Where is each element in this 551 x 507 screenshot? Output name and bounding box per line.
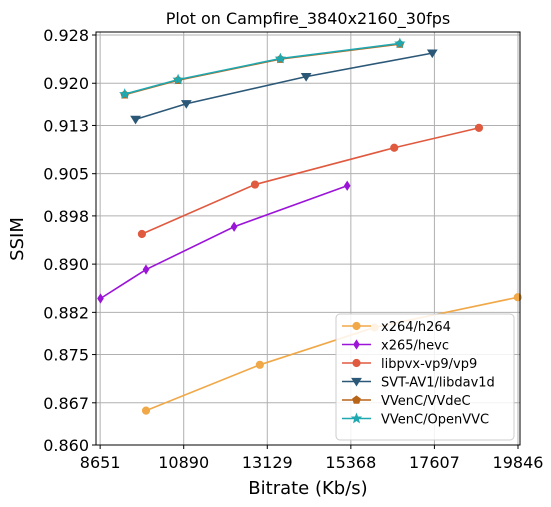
x-tick-label: 10890 [158,453,209,472]
x-tick-label: 15368 [325,453,376,472]
series-3 [130,49,438,125]
x-axis-label: Bitrate (Kb/s) [248,478,367,499]
data-point [230,221,238,232]
data-point [97,293,104,304]
x-tick-label: 17607 [409,453,460,472]
legend-marker [352,358,361,368]
grid-lines [96,32,520,446]
data-point [300,72,312,82]
series-line [124,42,400,95]
legend-label: x265/hevc [381,339,449,354]
y-tick-label: 0.860 [43,436,89,455]
data-point [255,360,264,369]
legend-entry: libpvx-vp9/vp9 [342,357,477,372]
data-point [474,123,484,132]
series-line [141,127,480,235]
data-point [426,49,438,59]
legend-entry: VVenC/OpenVVC [342,413,489,428]
x-tick-label: 13129 [242,453,293,472]
y-tick-label: 0.882 [43,303,89,322]
series-line [145,296,518,412]
legend-label: SVT-AV1/libdav1d [381,376,495,391]
data-point [394,37,406,49]
x-tick-label: 19846 [493,453,544,472]
legend: x264/h264 x265/hevc libpvx-vp9/vp9 SVT-AV1/… [335,313,515,441]
data-point [137,229,147,239]
data-point [250,180,260,189]
data-point [119,88,131,99]
data-point [142,264,150,275]
y-tick-label: 0.875 [43,346,89,365]
legend-marker [351,377,362,387]
data-point [343,180,351,191]
legend-label: x264/h264 [381,320,451,335]
y-tick-label: 0.890 [43,255,89,274]
x-tick-label: 8651 [80,453,121,472]
y-tick-label: 0.920 [43,74,89,93]
data-point [130,115,141,125]
series-line [135,52,433,121]
legend-entry: x264/h264 [342,320,451,335]
y-tick-label: 0.898 [43,207,89,226]
series-2 [137,123,484,239]
data-point [172,73,184,85]
legend-marker [352,321,361,331]
legend-entry: x265/hevc [342,339,449,354]
legend-marker [352,395,361,404]
data-point [141,406,151,415]
legend-label: VVenC/OpenVVC [381,413,489,428]
data-point [274,52,287,64]
plot-frame [95,31,521,446]
y-tick-label: 0.867 [43,394,89,413]
legend-entry: VVenC/VVdeC [342,394,471,409]
tick-layer: 8651 10890 13129 15368 17607 19846 0.860 0.867 0… [43,26,543,472]
series-1 [97,180,351,304]
series-line [100,184,348,300]
y-axis-label: SSIM [7,217,28,261]
data-point [390,143,399,152]
legend-box [335,313,515,441]
legend-entry: SVT-AV1/libdav1d [342,376,495,391]
legend-label: libpvx-vp9/vp9 [381,357,477,372]
y-tick-label: 0.928 [43,26,89,45]
legend-marker [350,412,363,424]
legend-label: VVenC/VVdeC [381,394,471,409]
y-tick-label: 0.913 [43,116,89,135]
y-tick-label: 0.905 [43,165,89,184]
legend-marker [353,339,360,350]
data-point [180,100,192,109]
chart-title: Plot on Campfire_3840x2160_30fps [166,9,451,29]
series-layer [97,37,522,415]
series-5 [119,37,406,99]
